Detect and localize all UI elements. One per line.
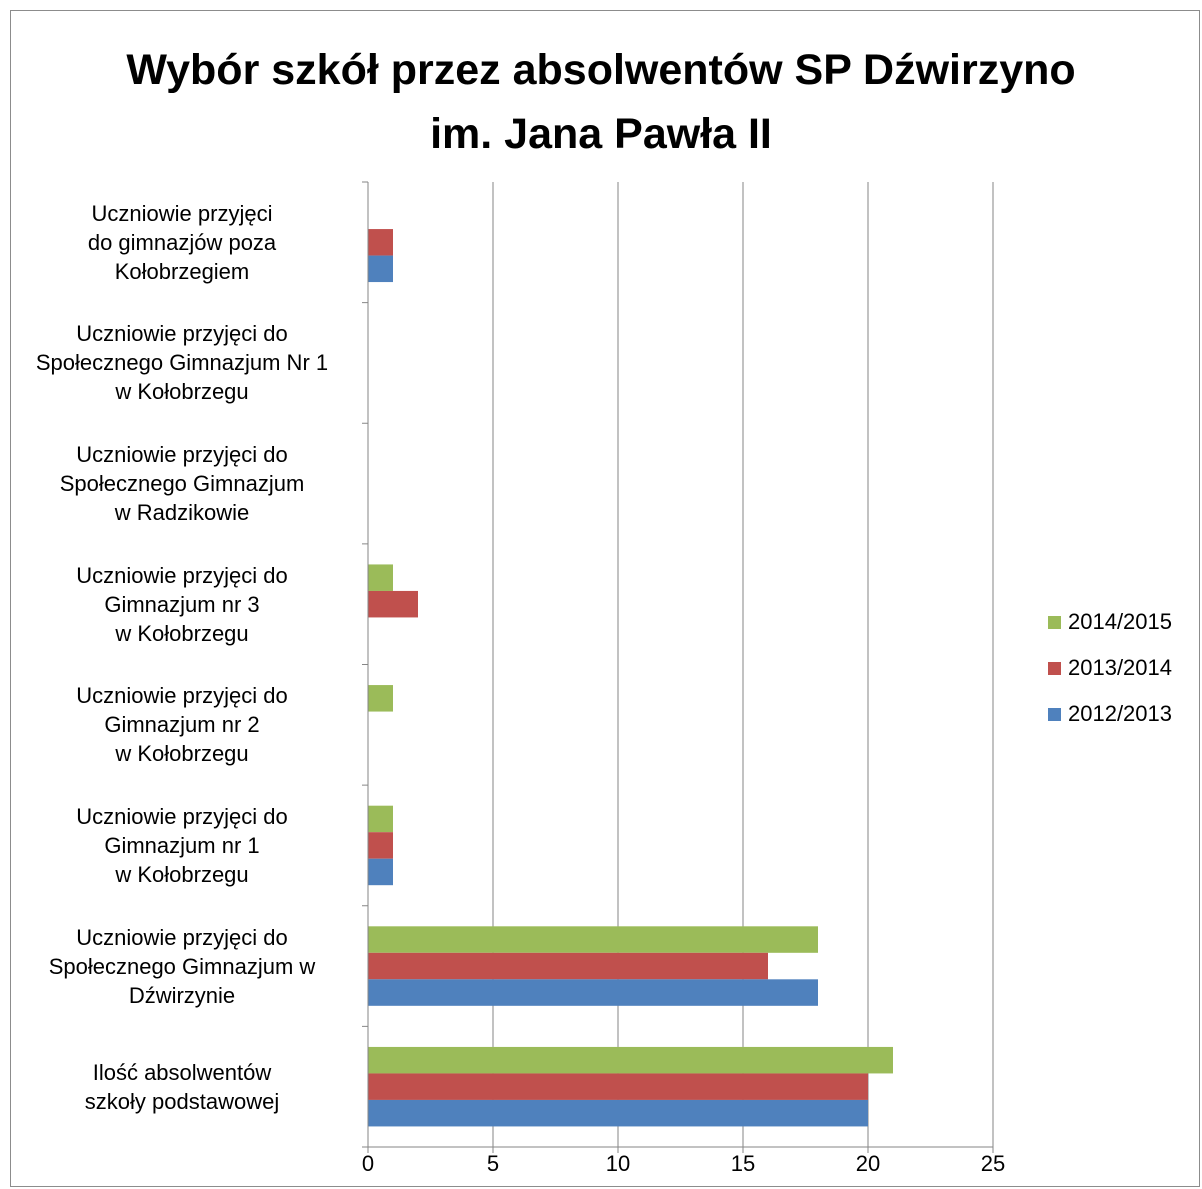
chart-title-line-2: im. Jana Pawła II (430, 110, 772, 158)
category-label-3: Uczniowie przyjęci do Gimnazjum nr 3 w K… (76, 562, 288, 646)
bar-2013-2014-6 (368, 952, 768, 980)
bar-2014-2015-3 (368, 564, 393, 591)
category-label-0: Uczniowie przyjęci do gimnazjów poza Koł… (87, 200, 277, 284)
bar-2012-2013-7 (368, 1099, 868, 1127)
bar-2012-2013-6 (368, 979, 818, 1006)
x-tick-label-4: 20 (856, 1151, 880, 1176)
legend-swatch-0 (1048, 615, 1061, 629)
legend-item-0: 2014/2015 (1048, 609, 1172, 634)
category-label-4: Uczniowie przyjęci do Gimnazjum nr 2 w K… (76, 683, 288, 767)
category-label-2: Uczniowie przyjęci do Społecznego Gimnaz… (59, 442, 305, 526)
category-label-6: Uczniowie przyjęci do Społecznego Gimnaz… (48, 924, 316, 1008)
x-tick-label-5: 25 (981, 1151, 1005, 1176)
x-tick-label-1: 5 (487, 1151, 499, 1176)
category-label-5: Uczniowie przyjęci do Gimnazjum nr 1 w K… (76, 803, 288, 887)
x-tick-label-0: 0 (362, 1151, 374, 1176)
legend-swatch-2 (1048, 707, 1061, 721)
chart-title-line-1: Wybór szkół przez absolwentów SP Dźwirzy… (126, 46, 1076, 94)
bar-2012-2013-5 (368, 858, 393, 886)
bar-2014-2015-7 (368, 1046, 893, 1074)
bar-2013-2014-5 (368, 832, 393, 859)
bar-2014-2015-5 (368, 805, 393, 833)
legend: 2014/2015 2013/2014 2012/2013 (1048, 609, 1172, 749)
legend-label-0: 2014/2015 (1068, 609, 1172, 634)
legend-item-1: 2013/2014 (1048, 655, 1172, 680)
legend-item-2: 2012/2013 (1048, 701, 1172, 726)
bar-2014-2015-6 (368, 926, 818, 953)
legend-swatch-1 (1048, 661, 1061, 675)
legend-label-1: 2013/2014 (1068, 655, 1172, 680)
bar-2013-2014-3 (368, 590, 418, 618)
bar-2014-2015-4 (368, 685, 393, 712)
x-tick-label-2: 10 (606, 1151, 630, 1176)
bar-2013-2014-0 (368, 229, 393, 256)
legend-label-2: 2012/2013 (1068, 701, 1172, 726)
bar-2012-2013-0 (368, 255, 393, 283)
bar-2013-2014-7 (368, 1073, 868, 1100)
x-tick-label-3: 15 (731, 1151, 755, 1176)
category-label-7: Ilość absolwentów szkoły podstawowej (84, 1059, 280, 1114)
category-label-1: Uczniowie przyjęci do Społecznego Gimnaz… (35, 321, 329, 405)
chart-title: Wybór szkół przez absolwentów SP Dźwirzy… (0, 38, 1202, 166)
